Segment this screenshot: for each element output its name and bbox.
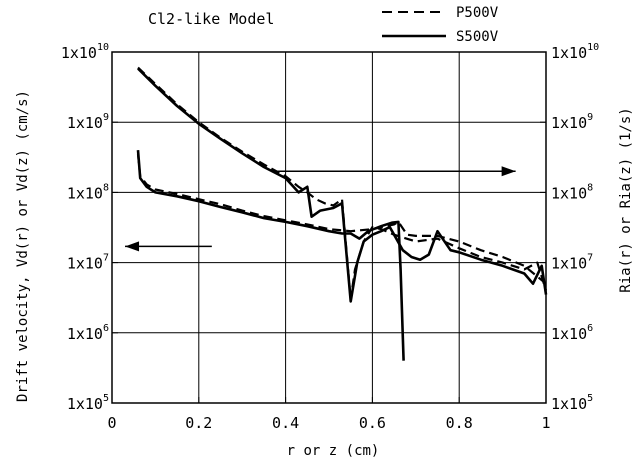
y-tick-label-left: 1x107	[67, 253, 109, 273]
x-tick-label: 0.6	[359, 414, 386, 432]
series-lines	[136, 66, 548, 361]
y-tick-label-right: 1x105	[551, 393, 593, 413]
legend-label-p500v: P500V	[456, 5, 499, 21]
y-tick-label-right: 1x108	[551, 182, 593, 202]
legend-label-s500v: S500V	[456, 29, 499, 45]
chart-title: Cl2-like Model	[148, 10, 274, 28]
arrow-right-head	[501, 166, 516, 177]
x-tick-label: 0.2	[185, 414, 212, 432]
plot-frame	[111, 51, 547, 404]
y-tick-label-left: 1x108	[67, 182, 109, 202]
series-line-s500v	[137, 67, 548, 303]
y-tick-label-left: 1x106	[67, 323, 109, 343]
y-tick-label-right: 1x1010	[551, 42, 599, 62]
y-tick-label-left: 1x105	[67, 393, 109, 413]
y-axis-label-left: Drift velocity, Vd(r) or Vd(z) (cm/s)	[15, 90, 31, 402]
annotations	[125, 166, 516, 252]
y-axis-label-right: Ria(r) or Ria(z) (1/s)	[618, 107, 634, 292]
y-tick-label-left: 1x109	[67, 112, 109, 132]
y-tick-label-left: 1x1010	[61, 42, 109, 62]
x-tick-label: 0	[107, 414, 116, 432]
arrow-left-head	[125, 241, 140, 252]
x-tick-label: 0.4	[272, 414, 299, 432]
grid	[112, 52, 546, 403]
legend: P500V S500V	[382, 5, 499, 45]
x-tick-label: 1	[541, 414, 550, 432]
x-axis-label: r or z (cm)	[287, 443, 380, 459]
x-tick-label: 0.8	[446, 414, 473, 432]
series-line-p500v	[136, 154, 547, 285]
y-tick-label-right: 1x107	[551, 253, 593, 273]
y-tick-label-right: 1x106	[551, 323, 593, 343]
series-line-s500v	[136, 149, 405, 361]
y-tick-label-right: 1x109	[551, 112, 593, 132]
